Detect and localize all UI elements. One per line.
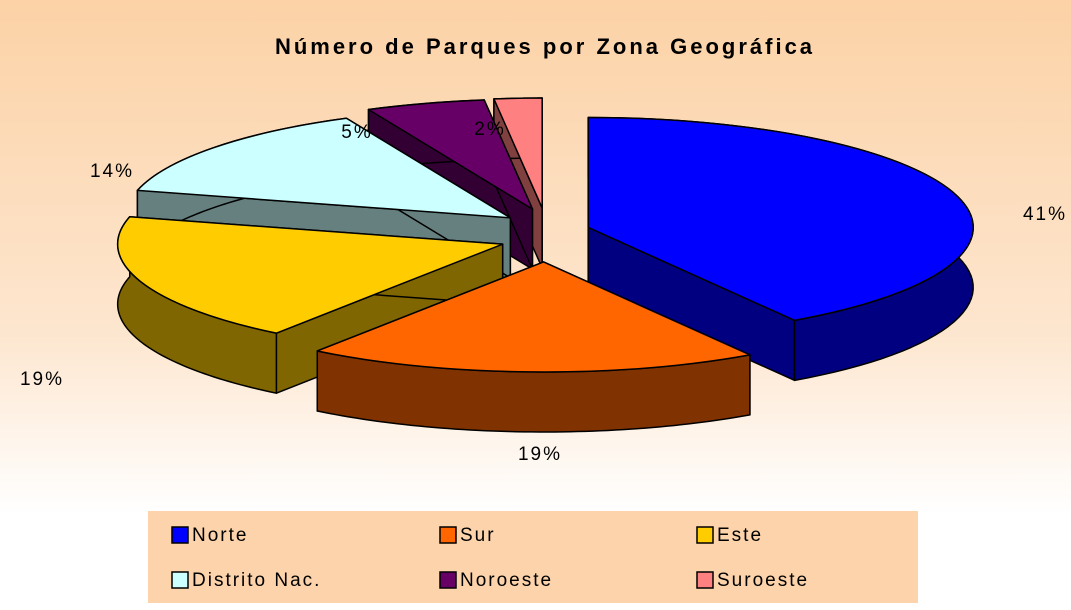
slice-top [136,117,512,219]
data-label: 2% [474,119,505,140]
slice-top [116,216,504,334]
data-label: 41% [1023,204,1067,225]
slice-top [587,116,974,322]
legend-swatch [171,571,189,589]
legend-swatch [439,526,457,544]
data-label: 5% [341,122,372,143]
legend-label: Suroeste [717,570,809,591]
legend-label: Este [717,525,763,546]
slice [316,261,751,433]
legend-label: Sur [460,525,496,546]
data-label: 19% [518,444,562,465]
legend-label: Norte [192,525,248,546]
chart-title: Número de Parques por Zona Geográfica [275,34,815,59]
legend-label: Distrito Nac. [192,570,321,591]
legend-label: Noroeste [460,570,553,591]
data-label: 14% [90,161,134,182]
slice [587,116,974,382]
legend-swatch [439,571,457,589]
legend-swatch [696,526,714,544]
slice-top [493,97,543,209]
legend-box [148,511,918,603]
slice-top [316,261,751,373]
slice-top [367,99,534,210]
legend-swatch [171,526,189,544]
data-label: 19% [20,369,64,390]
legend-swatch [696,571,714,589]
